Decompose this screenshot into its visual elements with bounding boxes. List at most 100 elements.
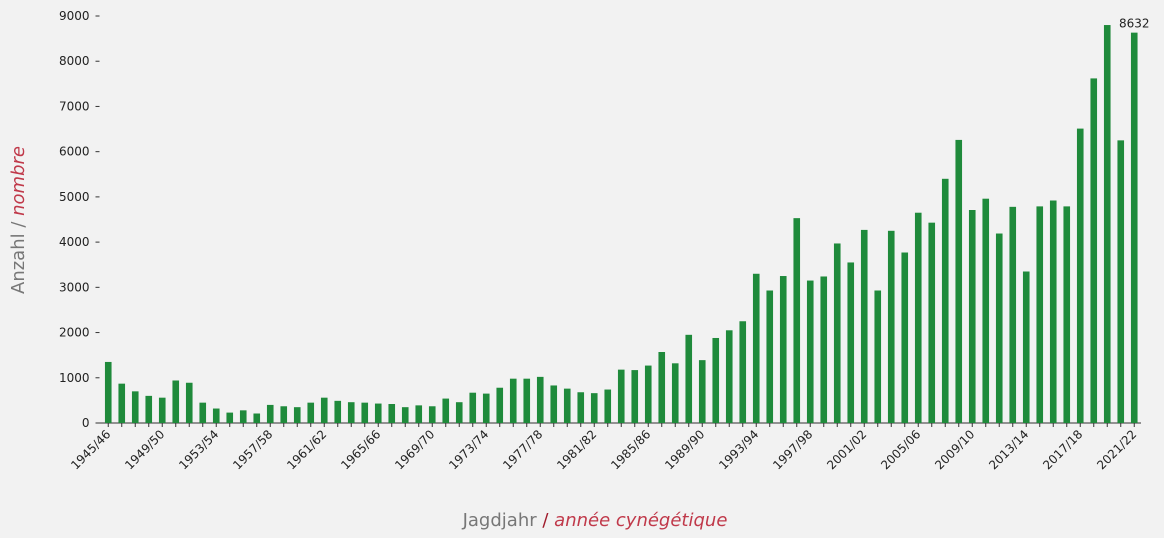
bar [671, 363, 679, 423]
y-label-separator: / [8, 221, 29, 228]
x-tick-label: 1973/74 [446, 427, 491, 472]
bar [199, 402, 207, 423]
bar [280, 406, 288, 423]
bar [995, 233, 1003, 423]
y-tick-label: 1000 [59, 371, 90, 385]
bar [118, 383, 126, 423]
bar [550, 385, 558, 423]
bar [901, 252, 909, 423]
y-tick-label: 7000 [59, 99, 90, 113]
y-label-de: Anzahl [8, 233, 29, 294]
bar [212, 408, 220, 423]
bar [644, 365, 652, 423]
bar [374, 403, 382, 423]
bar [874, 290, 882, 423]
bar [563, 388, 571, 423]
x-tick-label: 2001/02 [824, 427, 869, 472]
x-tick-label: 2017/18 [1040, 427, 1085, 472]
x-tick-label: 1997/98 [770, 427, 815, 472]
bar [361, 402, 369, 423]
bar [887, 230, 895, 423]
bar [455, 402, 463, 423]
y-tick-label: 3000 [59, 280, 90, 294]
bar [698, 360, 706, 423]
bar [820, 276, 828, 423]
bar [334, 400, 342, 423]
bar [1090, 78, 1098, 423]
x-label-separator: / [542, 510, 549, 531]
bar [806, 280, 814, 423]
bar [293, 407, 301, 423]
bar [1036, 206, 1044, 423]
bar [955, 139, 963, 424]
y-label-fr: nombre [8, 146, 29, 216]
x-label-de: Jagdjahr [462, 510, 538, 531]
x-tick-label: 1977/78 [500, 427, 545, 472]
x-tick-label: 1961/62 [284, 427, 329, 472]
x-tick-label: 1957/58 [230, 427, 275, 472]
bar [172, 380, 180, 423]
bar [1103, 25, 1111, 424]
bar [1049, 200, 1057, 423]
bar [604, 389, 612, 423]
bar [860, 229, 868, 423]
y-axis-label: Anzahl / nombre [8, 146, 29, 294]
bar [739, 321, 747, 423]
y-tick-label: 2000 [59, 326, 90, 340]
x-tick-label: 1989/90 [662, 427, 707, 472]
bar [914, 212, 922, 423]
bar [766, 290, 774, 423]
bar [712, 337, 720, 423]
bar [658, 352, 666, 423]
bar [536, 376, 544, 423]
x-label-fr: année cynégétique [554, 510, 727, 531]
bar [401, 407, 409, 423]
bar [266, 404, 274, 423]
bar [1009, 206, 1017, 423]
bar [104, 361, 112, 423]
x-tick-label: 1949/50 [122, 427, 167, 472]
bar [482, 393, 490, 423]
bar [226, 412, 234, 423]
x-tick-label: 1965/66 [338, 427, 383, 472]
bar [509, 378, 517, 423]
bar [1063, 206, 1071, 423]
data-label: 8632 [1119, 17, 1150, 31]
x-tick-label: 1953/54 [176, 427, 221, 472]
y-tick-label: 4000 [59, 235, 90, 249]
bar [239, 410, 247, 423]
bar [131, 391, 139, 423]
bar [253, 413, 261, 423]
y-tick-label: 8000 [59, 54, 90, 68]
bar [1076, 128, 1084, 423]
y-tick-label: 0 [82, 416, 90, 430]
bar [833, 243, 841, 423]
bar [158, 397, 166, 423]
x-tick-label: 2021/22 [1094, 427, 1139, 472]
bar [185, 382, 193, 423]
bar [145, 395, 153, 423]
bar [307, 402, 315, 423]
x-axis-label: Jagdjahr / année cynégétique [462, 510, 728, 531]
bar [631, 370, 639, 423]
bar [982, 198, 990, 423]
bar [415, 405, 423, 423]
bar [725, 330, 733, 423]
bar [685, 334, 693, 423]
bar [793, 218, 801, 423]
x-tick-label: 1945/46 [68, 427, 113, 472]
bar [523, 378, 531, 423]
bar [469, 392, 477, 423]
bar [941, 178, 949, 423]
x-tick-label: 1981/82 [554, 427, 599, 472]
bar [1130, 32, 1138, 423]
x-tick-label: 2009/10 [932, 427, 977, 472]
bar [779, 276, 787, 423]
bar [752, 273, 760, 423]
x-tick-label: 1969/70 [392, 427, 437, 472]
x-tick-label: 2013/14 [986, 427, 1031, 472]
x-tick-label: 1993/94 [716, 427, 761, 472]
bar [590, 393, 598, 423]
bar [617, 369, 625, 423]
bar [847, 262, 855, 423]
